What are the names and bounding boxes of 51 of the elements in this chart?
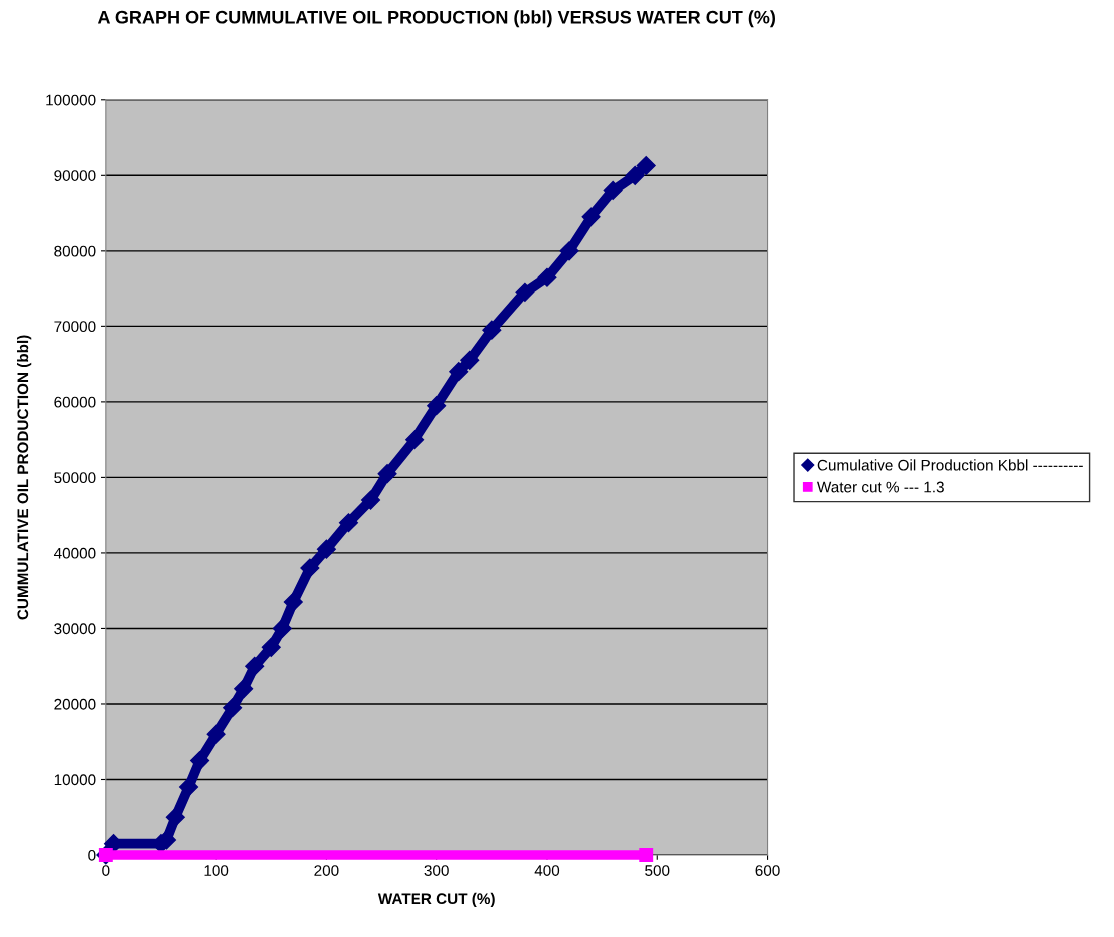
legend-label: Cumulative Oil Production Kbbl ---------- [817, 459, 1083, 471]
point [636, 155, 656, 176]
y-tick-label: 70000 [54, 321, 96, 333]
point [482, 320, 502, 340]
x-tick-label: 600 [755, 865, 780, 876]
point [360, 490, 381, 510]
y-tick-label: 50000 [54, 472, 96, 484]
point [377, 464, 397, 484]
point [300, 558, 320, 578]
x-tick-label: 100 [204, 865, 229, 876]
point [581, 207, 601, 227]
point [234, 679, 254, 699]
x-axis-title: WATER CUT (%) [377, 892, 495, 908]
y-axis-title: CUMMULATIVE OIL PRODUCTION (bbl) [17, 335, 32, 620]
point [179, 777, 199, 797]
point [625, 165, 645, 185]
point [261, 637, 281, 657]
point [515, 282, 535, 302]
y-tick-label: 90000 [54, 170, 96, 181]
point [272, 618, 292, 638]
x-tick-label: 200 [314, 865, 339, 876]
y-tick-label: 100000 [46, 94, 96, 106]
point [316, 539, 336, 559]
point [639, 848, 654, 862]
y-tick-label: 60000 [54, 396, 96, 408]
point [165, 807, 185, 827]
point [190, 751, 210, 771]
point [245, 656, 265, 676]
x-tick-label: 0 [102, 865, 110, 876]
x-tick-label: 400 [534, 865, 560, 876]
y-tick-label: 30000 [54, 623, 96, 635]
y-tick-label: 20000 [54, 698, 96, 710]
point [206, 724, 226, 744]
point [427, 396, 447, 416]
y-tick-label: 80000 [54, 245, 96, 257]
point [460, 350, 480, 370]
point [405, 430, 425, 450]
point [537, 267, 557, 287]
point [449, 362, 469, 382]
point [559, 241, 579, 261]
y-tick-label: 40000 [53, 547, 96, 559]
x-tick-label: 300 [424, 865, 449, 876]
chart-title: A GRAPH OF CUMMULATIVE OIL PRODUCTION (bbl) VERSUS WATER CUT (%) [97, 10, 775, 28]
point [338, 513, 358, 533]
y-tick-label: 0 [88, 849, 96, 861]
point [603, 180, 623, 200]
point [283, 592, 303, 612]
legend-label: Water cut % --- 1.3 [817, 481, 944, 493]
point [223, 698, 243, 718]
y-tick-label: 10000 [54, 774, 96, 786]
x-tick-label: 500 [645, 865, 670, 876]
